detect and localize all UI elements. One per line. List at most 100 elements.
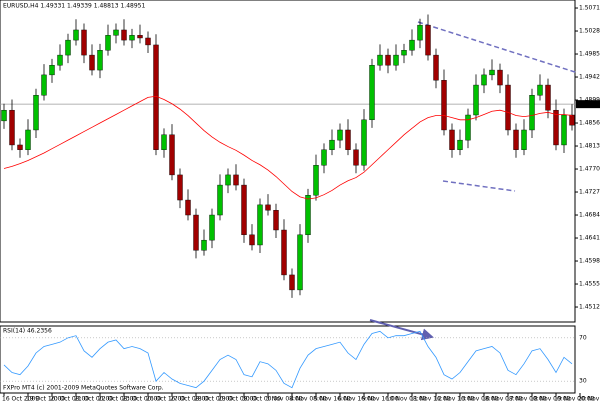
x-tick-label: 17 Nov 00:00 <box>506 396 547 403</box>
x-tick-label: 22 Oct 08:00 <box>98 396 137 403</box>
x-tick-label: 16 Nov 08:00 <box>482 396 523 403</box>
x-tick-label: 4 Nov 08:00 <box>290 396 327 403</box>
candle-body <box>353 149 359 166</box>
y-tick-label: 1.45980 <box>579 258 600 265</box>
candle-body <box>393 54 399 66</box>
candle-body <box>417 24 423 41</box>
candle-body <box>121 29 127 41</box>
candle-body <box>169 134 175 176</box>
candle-body <box>529 95 535 131</box>
candle-body <box>521 129 527 150</box>
y-tick-label: 1.50710 <box>579 5 600 12</box>
candle-body <box>249 234 255 246</box>
candle-body <box>433 54 439 81</box>
candle-body <box>201 239 207 251</box>
candle-body <box>217 184 223 216</box>
candle-body <box>545 84 551 111</box>
moving-average <box>3 95 573 200</box>
y-tick-label: 1.48130 <box>579 143 600 150</box>
candle-body <box>361 119 367 166</box>
candle-body <box>481 74 487 86</box>
candle-body <box>569 114 575 126</box>
candle-body <box>337 129 343 141</box>
x-tick-label: 28 Oct 00:00 <box>194 396 233 403</box>
rsi-panel <box>0 325 576 394</box>
candle-body <box>513 129 519 150</box>
y-tick-label: 1.48560 <box>579 120 600 127</box>
rsi-title: RSI(14) 46.2356 <box>3 328 52 335</box>
price-panel <box>0 0 576 323</box>
x-tick-label: 20 Nov 08:00 <box>578 396 600 403</box>
x-tick-label: 27 Oct 08:00 <box>170 396 209 403</box>
candle-body <box>273 210 279 231</box>
y-tick-label: 1.47700 <box>579 166 600 173</box>
current-price-box <box>576 100 600 109</box>
candle-body <box>57 54 63 66</box>
candle-body <box>161 134 167 150</box>
x-tick-label: 21 Oct 00:00 <box>74 396 113 403</box>
y-tick-label: 1.49850 <box>579 51 600 58</box>
current-price-label: 1.48913 <box>577 101 600 108</box>
candle-body <box>97 50 103 71</box>
candle-body <box>449 129 455 150</box>
chart-title: EURUSD,H4 1.49331 1.49339 1.48813 1.4895… <box>3 3 145 10</box>
candle-body <box>313 165 319 196</box>
x-tick-label: 16 Oct 2009 <box>2 396 39 403</box>
x-tick-label: 26 Oct 16:00 <box>146 396 185 403</box>
candle-body <box>241 184 247 236</box>
x-tick-label: 18 Nov 00:00 <box>530 396 571 403</box>
x-tick-label: 11 Nov 16:00 <box>410 396 451 403</box>
y-tick-label: 1.45550 <box>579 281 600 288</box>
y-tick-label: 30 <box>579 378 587 385</box>
candle-body <box>73 29 79 41</box>
candle-body <box>81 29 87 56</box>
y-tick-label: 1.46410 <box>579 235 600 242</box>
candle-body <box>369 65 375 121</box>
candle-body <box>321 149 327 166</box>
candle-body <box>265 204 271 211</box>
candle-body <box>113 29 119 36</box>
x-tick-label: 12 Nov 16:00 <box>434 396 475 403</box>
candle-body <box>465 114 471 141</box>
candle-body <box>1 109 7 122</box>
candle-body <box>473 84 479 116</box>
candle-body <box>9 109 15 146</box>
x-tick-label: 5 Nov 16:00 <box>314 396 351 403</box>
candle-body <box>137 35 143 39</box>
candle-body <box>505 84 511 131</box>
candle-body <box>401 50 407 56</box>
y-tick-label: 70 <box>579 334 587 341</box>
candle-body <box>209 214 215 241</box>
x-tick-label: 19 Oct 16:00 <box>26 396 65 403</box>
candle-body <box>25 129 31 150</box>
candle-body <box>193 214 199 251</box>
candle-body <box>345 129 351 150</box>
candle-body <box>457 139 463 150</box>
candle-body <box>561 114 567 146</box>
x-tick-label: 20 Oct 08:00 <box>50 396 89 403</box>
candle-body <box>537 84 543 96</box>
x-tick-label: 30 Oct 00:00 <box>242 396 281 403</box>
y-tick-label: 1.48990 <box>579 97 600 104</box>
rsi-line <box>3 330 573 389</box>
y-tick-label: 1.45120 <box>579 304 600 311</box>
candle-body <box>329 139 335 150</box>
trend-line-upper <box>417 21 579 74</box>
candle-body <box>225 174 231 186</box>
trend-line-lower <box>442 180 516 192</box>
candle-body <box>49 65 55 76</box>
x-tick-label: 13 Nov 08:00 <box>458 396 499 403</box>
candle-body <box>145 37 151 46</box>
candle-body <box>409 39 415 51</box>
candle-body <box>129 35 135 41</box>
candle-body <box>497 69 503 86</box>
y-tick-label: 1.49420 <box>579 74 600 81</box>
copyright: FXPro MT4 (c) 2001-2009 MetaQuotes Softw… <box>3 385 164 392</box>
candle-body <box>377 54 383 66</box>
candle-body <box>105 35 111 51</box>
candle-body <box>177 174 183 201</box>
candle-body <box>281 229 287 276</box>
x-tick-label: 29 Oct 08:00 <box>218 396 257 403</box>
